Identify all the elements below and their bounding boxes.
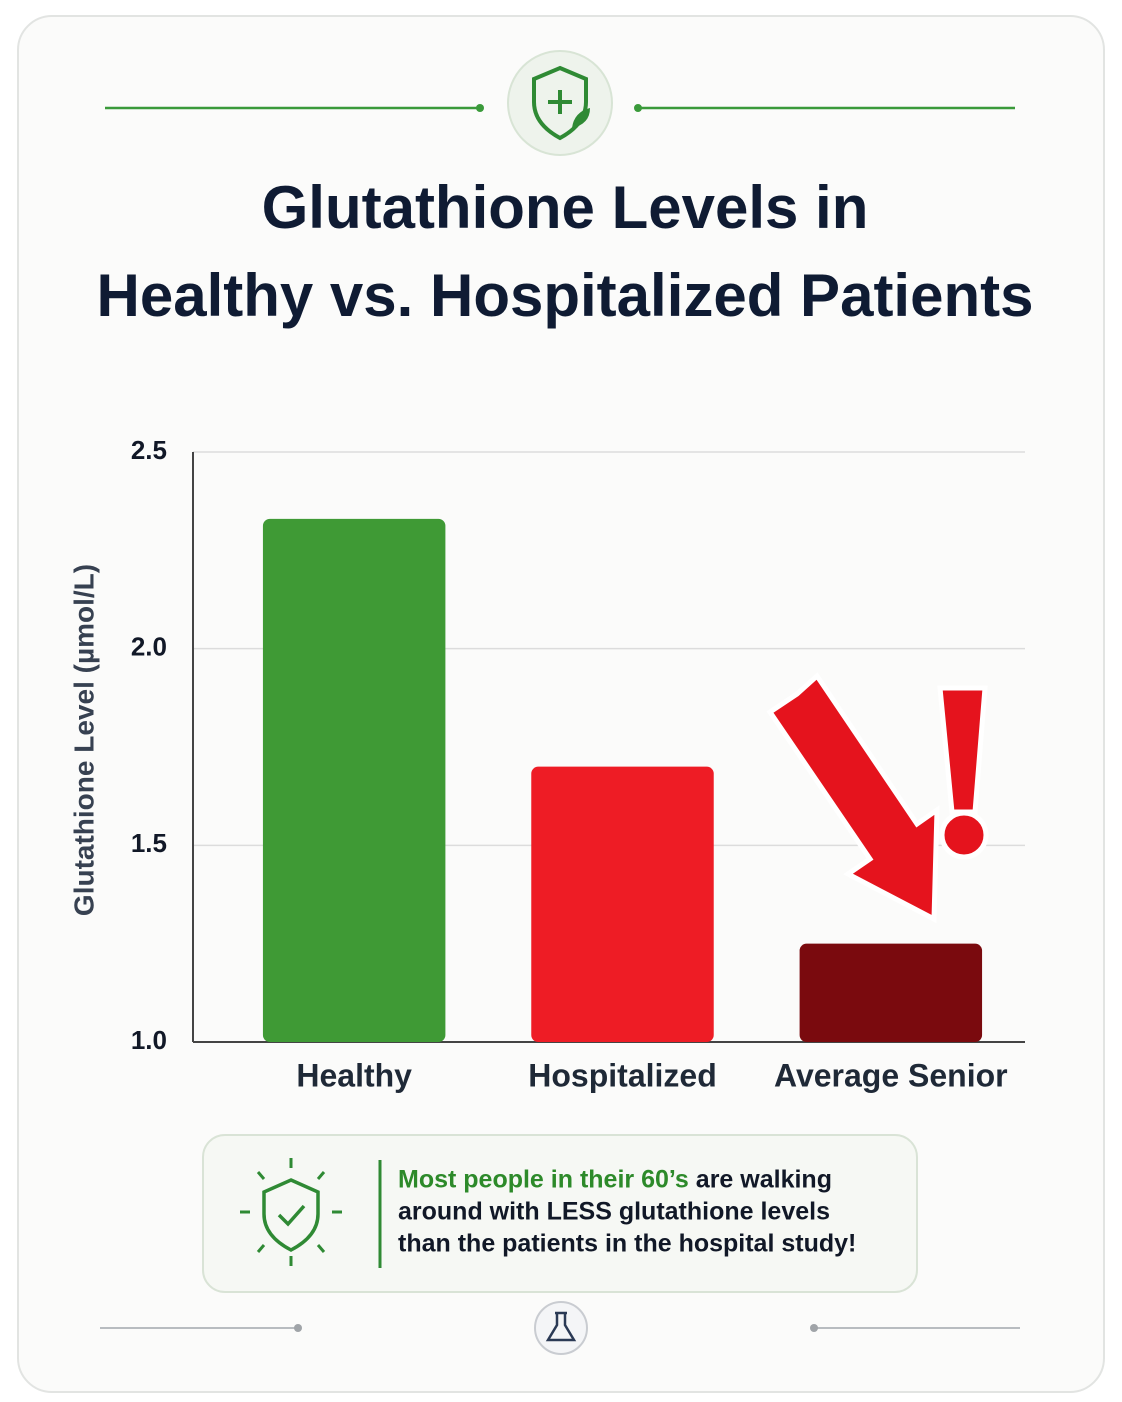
flask-icon [545, 1311, 577, 1342]
callout-text: are walking [696, 1166, 832, 1194]
exclamation-decoration [937, 685, 988, 815]
rays [240, 1158, 342, 1266]
x-tick-label: Average Senior [774, 1057, 1008, 1093]
y-tick-label: 2.5 [131, 435, 167, 465]
ornament-dot [476, 104, 484, 112]
exclamation-dot [939, 810, 989, 860]
y-tick-label: 1.5 [131, 828, 167, 858]
callout-text: around with LESS glutathione levels [398, 1198, 830, 1226]
callout-text: than the patients in the hospital study! [398, 1230, 856, 1258]
bar [799, 943, 983, 1042]
arrow-decoration [766, 672, 940, 924]
x-tick-label: Hospitalized [528, 1057, 716, 1093]
bar [262, 518, 446, 1042]
bar [531, 766, 714, 1042]
card [17, 15, 1105, 1393]
flask-badge [534, 1301, 588, 1355]
ornament-dot [294, 1324, 302, 1332]
y-tick-label: 2.0 [131, 632, 167, 662]
y-tick-label: 1.0 [131, 1025, 167, 1055]
shield-icon [532, 65, 588, 141]
ornament-dot [634, 104, 642, 112]
ornament-dot [810, 1324, 818, 1332]
y-axis-label: Glutathione Level (µmol/L) [68, 564, 99, 916]
plot: 1.0 1.5 2.0 2.5 Healthy Hospitalized Average S… [131, 435, 1025, 1093]
plus-icon [548, 90, 572, 114]
check-icon [277, 1204, 306, 1227]
chart-title: Healthy vs. Hospitalized Patients [97, 262, 1034, 329]
x-tick-label: Healthy [296, 1057, 412, 1093]
chart-title: Glutathione Levels in [262, 174, 869, 241]
callout-highlight: Most people in their 60’s [398, 1166, 689, 1194]
shield-check-icon [262, 1178, 320, 1252]
leaf-icon [572, 108, 590, 128]
